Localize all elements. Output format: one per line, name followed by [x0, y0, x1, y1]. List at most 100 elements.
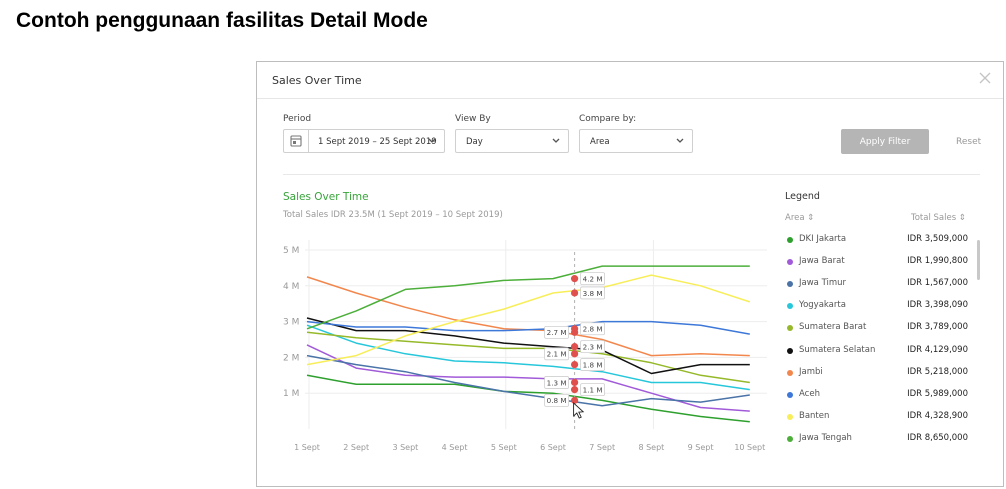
sort-by-area-header[interactable]: Area ⇕ — [785, 213, 815, 223]
chevron-down-icon — [428, 138, 436, 143]
hover-point — [571, 328, 579, 336]
hover-tooltip-label: 1.1 M — [583, 385, 603, 394]
hover-tooltip-label: 2.3 M — [583, 342, 603, 351]
legend-total-sales: IDR 3,509,000 — [907, 234, 968, 244]
hover-tooltip-label: 0.8 M — [547, 396, 567, 405]
legend-item[interactable]: Aceh IDR 5,989,000 — [785, 389, 968, 403]
y-tick-label: 4 M — [283, 282, 299, 292]
hover-tooltip-label: 1.3 M — [547, 378, 567, 387]
legend-item[interactable]: Jawa Tengah IDR 8,650,000 — [785, 433, 968, 447]
legend-item[interactable]: Banten IDR 4,328,900 — [785, 411, 968, 425]
y-tick-label: 3 M — [283, 318, 299, 328]
hover-tooltip — [580, 322, 606, 336]
hover-tooltip-label: 3.8 M — [583, 289, 603, 298]
hover-tooltip — [544, 393, 570, 407]
hover-point — [571, 396, 579, 404]
legend-total-sales: IDR 5,218,000 — [907, 366, 968, 377]
x-tick-label: 9 Sept — [688, 443, 714, 452]
compare-by-dropdown[interactable]: Area — [579, 129, 693, 153]
mouse-cursor-icon — [573, 401, 585, 419]
sales-line-chart[interactable]: 1 M 2 M 3 M 4 M 5 M 1 Sept 2 Sept 3 Sept 4 Sept 5… — [257, 62, 1005, 488]
legend-title: Legend — [785, 191, 820, 202]
legend-area-name: Yogyakarta — [799, 300, 846, 311]
legend-color-dot — [787, 303, 793, 310]
series-line-banten — [306, 274, 751, 366]
series-line-jawa-timur — [306, 354, 750, 407]
legend-color-dot — [787, 325, 793, 332]
period-dropdown[interactable]: 1 Sept 2019 – 25 Sept 2019 — [283, 129, 445, 153]
chevron-down-icon — [552, 138, 560, 143]
legend-area-name: Jambi — [799, 366, 823, 377]
hover-tooltip — [544, 325, 570, 339]
hover-point — [571, 289, 579, 297]
legend-item[interactable]: Jambi IDR 5,218,000 — [785, 367, 968, 381]
hover-tooltip — [580, 286, 606, 300]
apply-filter-button[interactable]: Apply Filter — [841, 129, 929, 154]
hover-tooltip-label: 1.8 M — [583, 360, 603, 369]
legend-item[interactable]: Yogyakarta IDR 3,398,090 — [785, 300, 968, 314]
legend-total-sales: IDR 1,990,800 — [907, 256, 968, 267]
legend-color-dot — [787, 237, 793, 243]
compare-by-value: Area — [590, 137, 610, 147]
hover-tooltip — [580, 358, 606, 371]
modal-title: Sales Over Time — [272, 74, 362, 87]
close-icon[interactable] — [978, 71, 992, 85]
modal-header: Sales Over Time — [257, 62, 1003, 99]
hover-tooltip — [580, 340, 606, 354]
x-tick-label: 1 Sept — [294, 443, 320, 452]
y-tick-label: 1 M — [283, 389, 299, 399]
series-line-yogyakarta — [306, 324, 750, 391]
y-tick-label: 5 M — [283, 246, 299, 256]
legend-color-dot — [787, 413, 793, 420]
legend-item[interactable]: DKI Jakarta IDR 3,509,000 — [785, 234, 968, 248]
legend-area-name: Sumatera Barat — [799, 322, 867, 333]
legend-total-sales: IDR 4,129,090 — [907, 344, 968, 355]
chevron-down-icon — [676, 138, 684, 143]
legend-total-sales: IDR 3,398,090 — [907, 300, 968, 311]
calendar-icon — [284, 130, 309, 152]
legend-color-dot — [787, 435, 793, 442]
legend-total-sales: IDR 8,650,000 — [907, 432, 968, 443]
legend-item[interactable]: Sumatera Selatan IDR 4,129,090 — [785, 345, 968, 359]
legend-color-dot — [787, 369, 793, 376]
hover-tooltip — [580, 383, 606, 397]
view-by-label: View By — [455, 114, 491, 124]
x-tick-label: 7 Sept — [589, 443, 615, 452]
legend-color-dot — [787, 347, 793, 354]
legend-item[interactable]: Jawa Barat IDR 1,990,800 — [785, 256, 968, 270]
page-title: Contoh penggunaan fasilitas Detail Mode — [16, 9, 428, 32]
hover-tooltip-label: 4.2 M — [583, 274, 603, 283]
series-line-aceh — [306, 320, 750, 335]
hover-point — [571, 275, 579, 283]
x-tick-label: 3 Sept — [392, 443, 418, 452]
hover-tooltip-label: 2.8 M — [583, 325, 603, 334]
legend-area-name: Banten — [799, 410, 830, 421]
legend-item[interactable]: Jawa Timur IDR 1,567,000 — [785, 278, 968, 292]
hover-tooltip — [544, 376, 570, 389]
legend-total-sales: IDR 1,567,000 — [907, 278, 968, 289]
legend-color-dot — [787, 281, 793, 288]
legend-scrollbar[interactable] — [977, 240, 980, 280]
x-tick-label: 8 Sept — [638, 443, 664, 452]
legend-total-sales: IDR 5,989,000 — [907, 388, 968, 399]
hover-tooltip-label: 2.7 M — [547, 328, 567, 337]
y-tick-label: 2 M — [283, 353, 299, 363]
hover-tooltip — [580, 272, 606, 286]
compare-by-label: Compare by: — [579, 114, 637, 124]
legend-item[interactable]: Sumatera Barat IDR 3,789,000 — [785, 322, 968, 336]
series-line-jawa-tengah — [306, 265, 750, 330]
reset-button[interactable]: Reset — [956, 137, 982, 147]
legend-total-sales: IDR 4,328,900 — [907, 410, 968, 421]
legend-area-name: Jawa Timur — [799, 278, 847, 289]
hover-point — [571, 350, 579, 358]
period-label: Period — [283, 114, 312, 124]
period-value: 1 Sept 2019 – 25 Sept 2019 — [318, 137, 437, 147]
legend-color-dot — [787, 391, 793, 398]
chart-subtitle: Total Sales IDR 23.5M (1 Sept 2019 – 10 … — [283, 210, 503, 220]
legend-color-dot — [787, 259, 793, 266]
view-by-dropdown[interactable]: Day — [455, 129, 569, 153]
sort-by-total-header[interactable]: Total Sales ⇕ — [910, 213, 966, 223]
hover-point — [571, 378, 579, 387]
series-line-jambi — [306, 276, 750, 357]
x-tick-label: 5 Sept — [491, 443, 517, 452]
